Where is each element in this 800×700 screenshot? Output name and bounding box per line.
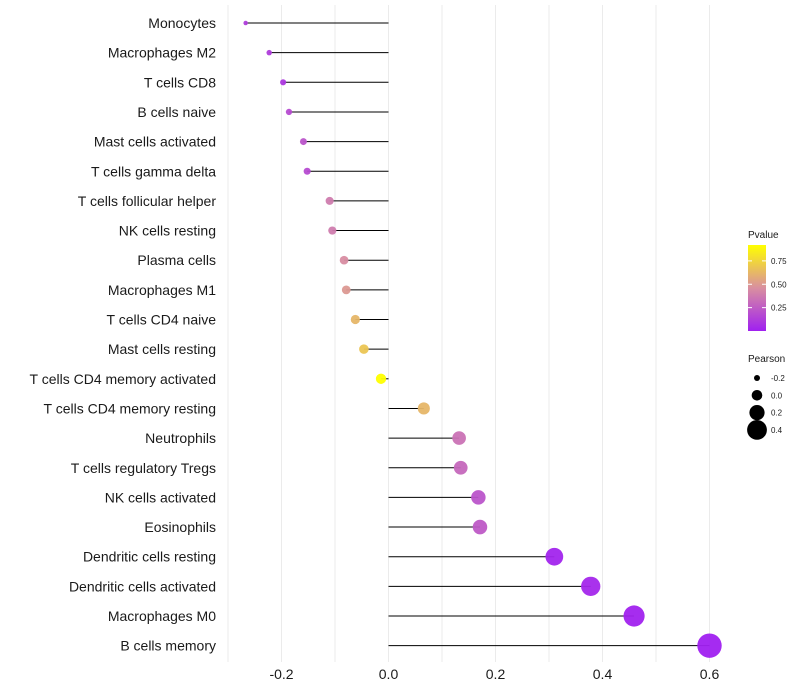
x-tick-label: 0.6: [700, 666, 720, 682]
data-point: [339, 255, 349, 265]
category-label: B cells naive: [137, 104, 216, 120]
category-label: Macrophages M1: [108, 282, 216, 298]
category-label: T cells CD4 memory activated: [30, 371, 216, 387]
category-label: Plasma cells: [137, 252, 216, 268]
size-legend-dot: [754, 375, 760, 381]
pearson-legend-title: Pearson: [748, 354, 785, 365]
lollipop-stems: [245, 22, 710, 647]
data-point: [581, 576, 601, 596]
data-point: [328, 226, 337, 235]
data-point: [471, 490, 486, 505]
data-point: [472, 519, 488, 535]
category-label: T cells follicular helper: [78, 193, 217, 209]
colorbar-tick-label: 0.75: [771, 257, 787, 266]
category-label: NK cells activated: [105, 489, 216, 505]
data-point: [697, 633, 722, 658]
category-label: Mast cells activated: [94, 134, 216, 150]
size-legend-label: 0.0: [771, 391, 783, 400]
data-point: [341, 285, 351, 295]
data-point: [350, 314, 360, 325]
category-label: T cells CD4 memory resting: [44, 400, 216, 416]
data-point: [325, 196, 334, 205]
category-label: T cells gamma delta: [91, 163, 216, 179]
x-tick-label: 0.4: [593, 666, 613, 682]
category-label: Neutrophils: [145, 430, 216, 446]
size-legend-label: 0.4: [771, 426, 783, 435]
size-legend-label: 0.2: [771, 409, 783, 418]
data-point: [285, 108, 293, 116]
gridlines: [227, 5, 710, 662]
x-tick-label: 0.2: [486, 666, 506, 682]
size-legend-dot: [747, 420, 767, 440]
x-tick-label: -0.2: [269, 666, 293, 682]
data-point: [266, 49, 272, 56]
pearson-legend: Pearson -0.2 0.0 0.2 0.4: [747, 354, 785, 440]
data-point: [375, 373, 387, 384]
category-label: B cells memory: [120, 638, 216, 654]
data-point: [359, 344, 369, 354]
x-tick-label: 0.0: [379, 666, 399, 682]
data-point: [243, 20, 248, 26]
category-label: NK cells resting: [119, 223, 216, 239]
category-label: Dendritic cells activated: [69, 578, 216, 594]
data-point: [453, 460, 468, 475]
data-point: [417, 402, 430, 415]
category-label: Mast cells resting: [108, 341, 216, 357]
data-point: [280, 79, 287, 86]
pvalue-legend-title: Pvalue: [748, 230, 779, 241]
category-labels: Monocytes Macrophages M2 T cells CD8 B cell…: [30, 15, 217, 654]
category-label: Macrophages M0: [108, 608, 216, 624]
pvalue-colorbar: [748, 245, 766, 331]
data-point: [623, 605, 645, 627]
data-point: [299, 138, 307, 146]
lollipop-dots: [243, 20, 722, 658]
category-label: Monocytes: [148, 15, 216, 31]
data-point: [303, 167, 311, 175]
x-axis-ticks: -0.2 0.0 0.2 0.4 0.6: [269, 666, 719, 682]
size-legend-dot: [749, 405, 765, 421]
data-point: [452, 431, 466, 445]
colorbar-tick-label: 0.50: [771, 280, 787, 289]
category-label: Eosinophils: [144, 519, 216, 535]
category-label: T cells CD8: [144, 74, 216, 90]
data-point: [545, 547, 564, 566]
size-legend-dot: [751, 390, 763, 401]
category-label: Dendritic cells resting: [83, 549, 216, 565]
colorbar-tick-label: 0.25: [771, 304, 787, 313]
category-label: T cells CD4 naive: [107, 312, 217, 328]
pvalue-legend: Pvalue 0.25 0.50 0.75: [748, 230, 787, 331]
category-label: Macrophages M2: [108, 45, 216, 61]
size-legend-label: -0.2: [771, 374, 785, 383]
category-label: T cells regulatory Tregs: [71, 460, 216, 476]
